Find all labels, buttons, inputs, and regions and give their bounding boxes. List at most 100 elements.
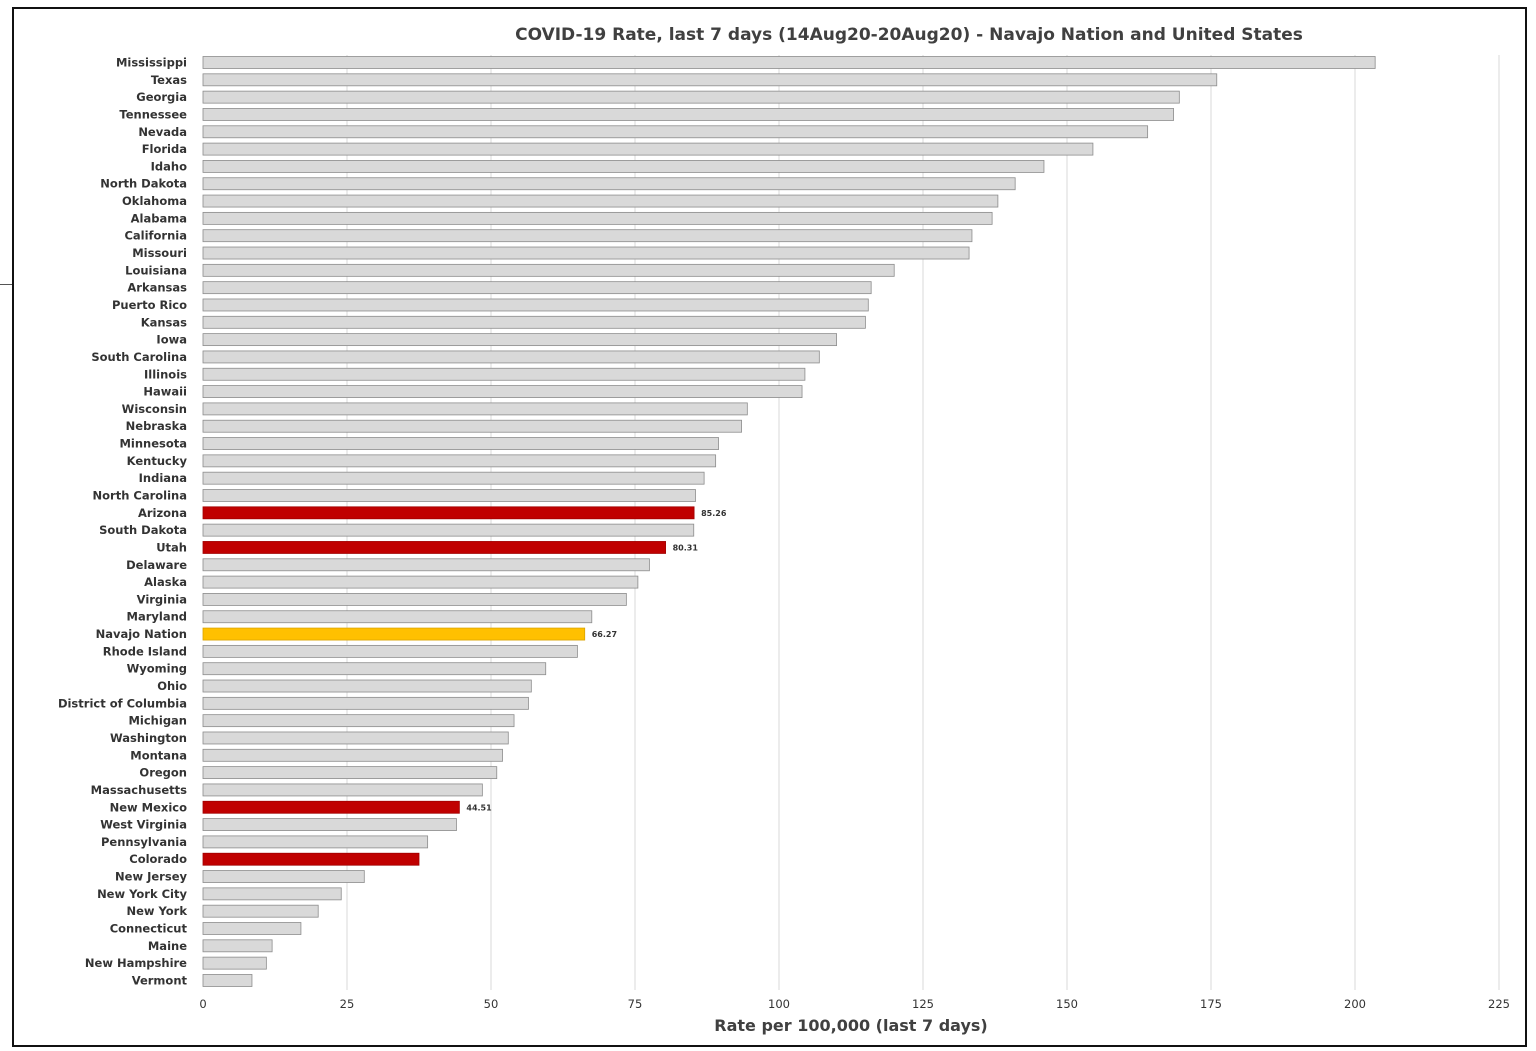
bar [202,73,1218,87]
category-label: California [124,229,187,243]
category-label: Illinois [144,367,187,381]
bar [202,419,742,433]
bar [202,211,993,225]
bar [202,160,1045,173]
category-label: Utah [156,540,187,554]
x-tick-label: 25 [340,997,355,1011]
category-label: Arizona [138,506,187,520]
x-tick-label: 75 [628,997,643,1011]
bar [202,298,869,312]
bar [202,506,695,520]
category-label: South Carolina [91,350,187,364]
category-label: Colorado [129,852,187,866]
category-label: Michigan [128,714,187,728]
category-label: Wyoming [127,662,187,676]
bar [202,523,695,537]
gridlines [346,55,1500,990]
edge-tick-mark [0,284,12,285]
category-label: Rhode Island [103,644,187,658]
data-label: 66.27 [592,630,617,639]
bar [202,229,973,243]
chart-title: COVID-19 Rate, last 7 days (14Aug20-20Au… [515,25,1303,45]
category-label: Missouri [132,246,187,260]
bar [202,575,639,589]
bar [202,281,872,295]
category-label: Georgia [136,90,187,104]
category-label: Delaware [126,558,187,572]
bar [202,922,302,935]
bar [202,454,717,468]
bar [202,818,457,831]
category-label: Mississippi [116,56,187,70]
category-label: Ohio [157,679,187,693]
bar [202,56,1376,69]
data-label: 85.26 [701,509,727,518]
bar [202,904,319,918]
bar [202,108,1174,121]
bar [202,835,429,849]
bar [202,558,650,572]
bar [202,541,666,554]
bar [202,142,1094,156]
category-label: West Virginia [100,818,187,832]
bar [202,852,420,866]
category-label: Alaska [144,575,187,589]
category-label: Puerto Rico [112,298,187,312]
category-label: Wisconsin [122,402,187,416]
category-label: Alabama [131,211,187,225]
bar [202,731,509,745]
bar [202,350,820,364]
category-label: New Jersey [115,870,187,884]
data-label: 44.51 [466,803,492,812]
bar [202,627,586,641]
bar [202,402,748,416]
category-label: Kentucky [127,454,188,468]
category-label: Oklahoma [122,194,187,208]
data-label: 80.31 [673,543,699,552]
bar [202,870,365,883]
category-label: Arkansas [127,281,187,295]
bar [202,766,498,780]
category-label: Vermont [132,973,188,987]
bar [202,246,970,260]
x-tick-label: 175 [1200,997,1222,1011]
category-label: New York [126,904,187,918]
category-label: Nebraska [126,419,187,433]
category-label: Pennsylvania [101,835,187,849]
bar [202,385,803,398]
category-label: New Hampshire [85,956,187,970]
data-labels: 85.26 80.31 66.27 44.51 [466,509,726,812]
category-label: Louisiana [125,263,187,277]
category-label: Indiana [139,471,187,485]
x-tick-label: 150 [1056,997,1078,1011]
bar [202,610,593,624]
category-label: Maine [148,939,187,953]
bar [202,679,532,693]
bar [202,696,529,710]
category-label: Idaho [151,159,187,173]
category-label: New Mexico [110,800,187,814]
category-label: Minnesota [119,437,187,451]
bar [202,90,1180,104]
bar [202,939,273,953]
bar [202,333,837,347]
category-label: Washington [110,731,187,745]
category-label: Montana [130,748,187,762]
category-label: New York City [97,887,187,901]
category-label: Massachusetts [91,783,187,797]
x-axis-label: Rate per 100,000 (last 7 days) [714,1016,987,1035]
bar [202,644,578,658]
bar [202,714,515,728]
x-tick-label: 125 [912,997,934,1011]
bar [202,783,483,797]
category-label: Iowa [156,333,187,347]
bar [202,887,342,901]
category-label: South Dakota [99,523,187,537]
bar [202,662,547,676]
bar [202,593,627,606]
bar [202,437,719,450]
bar [202,125,1149,139]
category-label: Connecticut [110,922,188,936]
category-label: Kansas [141,315,187,329]
